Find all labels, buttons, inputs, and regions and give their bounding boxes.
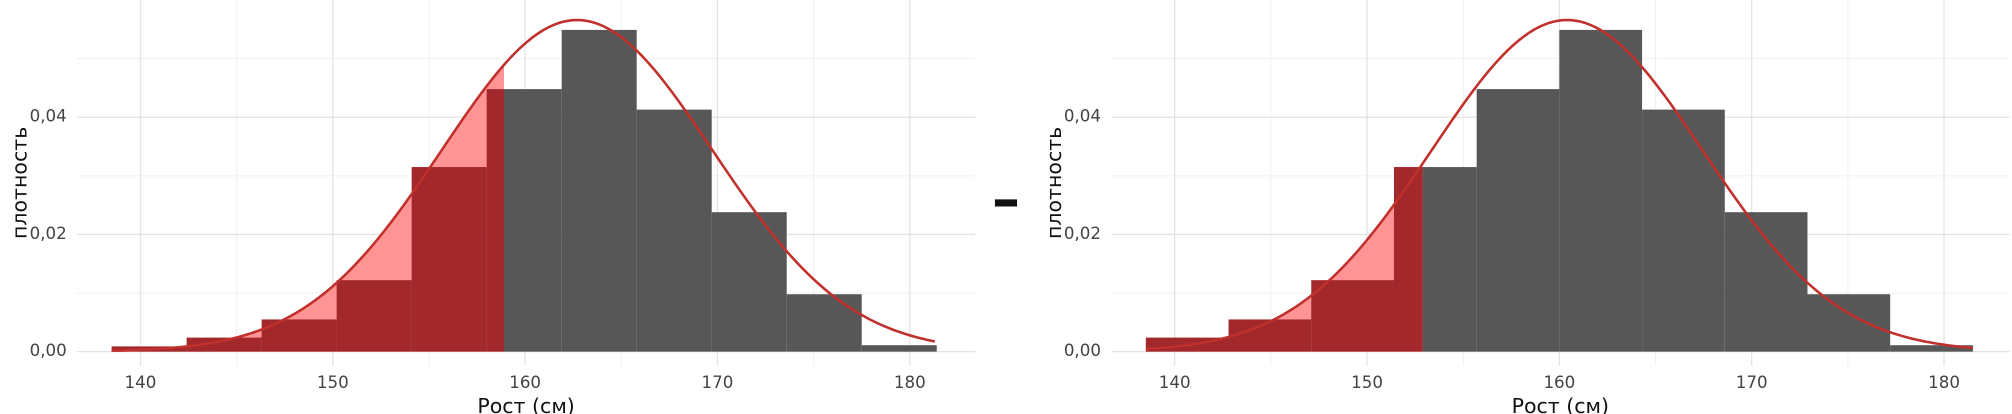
x-axis-title: Рост (см) bbox=[477, 394, 574, 414]
density-curve bbox=[1145, 18, 1973, 351]
bar-shaded bbox=[186, 337, 262, 352]
bar bbox=[503, 89, 562, 352]
bar bbox=[1476, 89, 1560, 352]
bar-shaded bbox=[1311, 280, 1394, 352]
x-tick-label: 180 bbox=[1928, 373, 1960, 392]
operator: – bbox=[992, 167, 1020, 232]
y-tick-label: 0,04 bbox=[30, 107, 67, 126]
bar bbox=[1559, 29, 1643, 352]
bar bbox=[1422, 167, 1477, 352]
bar bbox=[1807, 294, 1891, 352]
x-tick-label: 150 bbox=[1351, 373, 1383, 392]
x-tick-label: 160 bbox=[509, 373, 541, 392]
y-tick-label: 0,02 bbox=[1064, 224, 1101, 243]
bar bbox=[1890, 345, 1973, 352]
bar-shaded bbox=[1393, 167, 1423, 352]
bar-shaded bbox=[411, 167, 487, 352]
bar bbox=[861, 345, 937, 352]
y-tick-label: 0,00 bbox=[30, 341, 67, 360]
x-axis-title: Рост (см) bbox=[1512, 394, 1609, 414]
y-axis-title: плотность bbox=[8, 127, 32, 239]
y-axis-title: плотность bbox=[1042, 127, 1066, 239]
bar-shaded bbox=[1228, 319, 1312, 352]
x-tick-label: 160 bbox=[1543, 373, 1575, 392]
shaded-area bbox=[111, 64, 504, 352]
bar bbox=[711, 212, 787, 352]
bar bbox=[1724, 212, 1808, 352]
x-tick-label: 180 bbox=[894, 373, 926, 392]
bar bbox=[561, 29, 637, 352]
x-tick-label: 170 bbox=[702, 373, 734, 392]
bar bbox=[1642, 109, 1725, 352]
x-tick-label: 140 bbox=[1159, 373, 1191, 392]
x-tick-label: 140 bbox=[125, 373, 157, 392]
bar bbox=[636, 109, 712, 352]
y-tick-label: 0,00 bbox=[1064, 341, 1101, 360]
x-tick-label: 170 bbox=[1736, 373, 1768, 392]
x-tick-label: 150 bbox=[317, 373, 349, 392]
y-tick-label: 0,04 bbox=[1064, 107, 1101, 126]
y-tick-label: 0,02 bbox=[30, 224, 67, 243]
bar-shaded bbox=[336, 280, 412, 352]
density-curve bbox=[111, 18, 936, 353]
bar bbox=[786, 294, 862, 352]
bar-shaded bbox=[486, 89, 504, 352]
